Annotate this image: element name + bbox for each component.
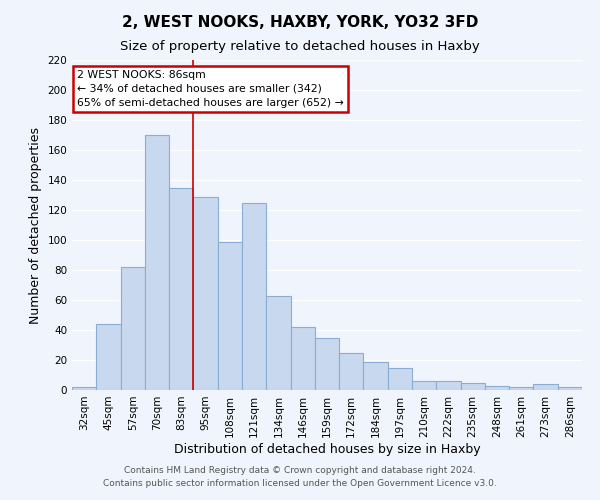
Bar [558, 387, 582, 390]
Bar [145, 135, 169, 390]
Bar [388, 368, 412, 390]
Bar [339, 352, 364, 390]
Bar [533, 384, 558, 390]
Bar [72, 387, 96, 390]
Bar [315, 338, 339, 390]
Bar [193, 196, 218, 390]
Bar [485, 386, 509, 390]
Bar [169, 188, 193, 390]
Text: Size of property relative to detached houses in Haxby: Size of property relative to detached ho… [120, 40, 480, 53]
Bar [242, 202, 266, 390]
Bar [290, 327, 315, 390]
Bar [461, 382, 485, 390]
Y-axis label: Number of detached properties: Number of detached properties [29, 126, 42, 324]
Bar [509, 387, 533, 390]
Text: 2 WEST NOOKS: 86sqm
← 34% of detached houses are smaller (342)
65% of semi-detac: 2 WEST NOOKS: 86sqm ← 34% of detached ho… [77, 70, 344, 108]
Bar [436, 381, 461, 390]
Text: Contains HM Land Registry data © Crown copyright and database right 2024.
Contai: Contains HM Land Registry data © Crown c… [103, 466, 497, 487]
Bar [96, 324, 121, 390]
Text: 2, WEST NOOKS, HAXBY, YORK, YO32 3FD: 2, WEST NOOKS, HAXBY, YORK, YO32 3FD [122, 15, 478, 30]
Bar [266, 296, 290, 390]
Bar [121, 267, 145, 390]
Bar [412, 381, 436, 390]
Bar [364, 362, 388, 390]
Bar [218, 242, 242, 390]
X-axis label: Distribution of detached houses by size in Haxby: Distribution of detached houses by size … [173, 442, 481, 456]
